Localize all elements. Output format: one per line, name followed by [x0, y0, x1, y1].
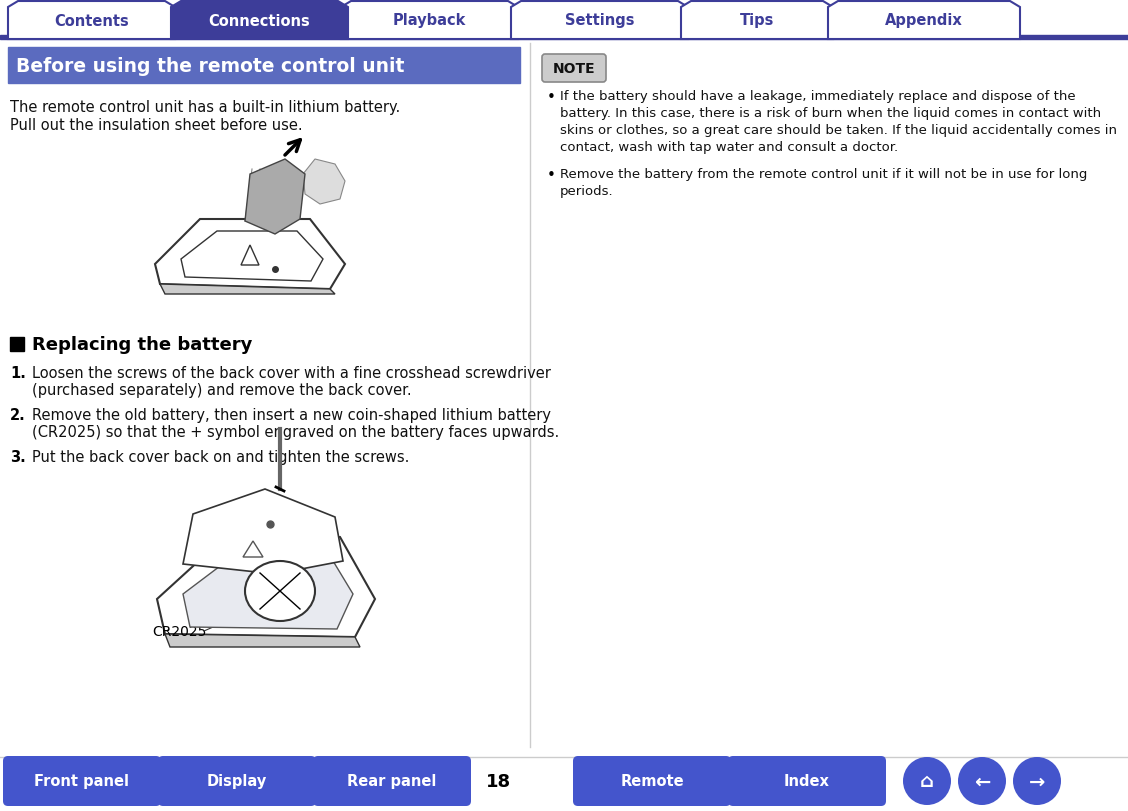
Text: Settings: Settings — [565, 14, 634, 28]
Bar — [0, 36, 1128, 40]
FancyBboxPatch shape — [541, 55, 606, 83]
Polygon shape — [155, 220, 345, 290]
Polygon shape — [183, 551, 353, 629]
Text: →: → — [1029, 771, 1046, 791]
Text: Rear panel: Rear panel — [347, 774, 437, 788]
Text: Playback: Playback — [393, 14, 466, 28]
Text: 3.: 3. — [10, 449, 26, 465]
Ellipse shape — [245, 561, 315, 621]
Text: ⌂: ⌂ — [920, 771, 934, 791]
Text: Remove the old battery, then insert a new coin-shaped lithium battery
(CR2025) s: Remove the old battery, then insert a ne… — [32, 407, 559, 440]
Polygon shape — [303, 160, 345, 204]
Circle shape — [958, 757, 1006, 805]
Text: Contents: Contents — [54, 14, 129, 28]
Polygon shape — [157, 538, 374, 637]
Text: •: • — [547, 90, 556, 105]
FancyBboxPatch shape — [158, 756, 316, 806]
Text: Front panel: Front panel — [35, 774, 130, 788]
Bar — [10, 337, 24, 351]
Text: 1.: 1. — [10, 366, 26, 380]
Text: •: • — [547, 168, 556, 182]
Text: 18: 18 — [485, 772, 511, 790]
Polygon shape — [828, 2, 1020, 40]
FancyBboxPatch shape — [312, 756, 472, 806]
Text: Connections: Connections — [209, 14, 310, 28]
Text: Appendix: Appendix — [885, 14, 963, 28]
Text: Tips: Tips — [740, 14, 774, 28]
Bar — [8, 48, 520, 84]
Polygon shape — [245, 160, 305, 234]
Text: ←: ← — [973, 771, 990, 791]
Text: Put the back cover back on and tighten the screws.: Put the back cover back on and tighten t… — [32, 449, 409, 465]
Polygon shape — [183, 489, 343, 574]
FancyBboxPatch shape — [3, 756, 161, 806]
Text: If the battery should have a leakage, immediately replace and dispose of the
bat: If the battery should have a leakage, im… — [559, 90, 1117, 154]
Polygon shape — [160, 285, 335, 294]
Polygon shape — [8, 2, 175, 40]
Polygon shape — [171, 2, 349, 40]
Text: Pull out the insulation sheet before use.: Pull out the insulation sheet before use… — [10, 118, 302, 133]
Text: Before using the remote control unit: Before using the remote control unit — [16, 57, 404, 75]
Text: The remote control unit has a built-in lithium battery.: The remote control unit has a built-in l… — [10, 100, 400, 115]
Text: Remove the battery from the remote control unit if it will not be in use for lon: Remove the battery from the remote contr… — [559, 168, 1087, 198]
Text: Remote: Remote — [620, 774, 684, 788]
Polygon shape — [511, 2, 688, 40]
Text: CR2025: CR2025 — [152, 624, 206, 638]
Text: 2.: 2. — [10, 407, 26, 423]
FancyBboxPatch shape — [728, 756, 885, 806]
Polygon shape — [341, 2, 518, 40]
FancyBboxPatch shape — [573, 756, 731, 806]
Polygon shape — [180, 232, 323, 281]
Polygon shape — [165, 634, 360, 647]
Text: NOTE: NOTE — [553, 62, 596, 76]
Text: Index: Index — [784, 774, 830, 788]
Circle shape — [1013, 757, 1061, 805]
Text: Display: Display — [206, 774, 267, 788]
Text: Loosen the screws of the back cover with a fine crosshead screwdriver
(purchased: Loosen the screws of the back cover with… — [32, 366, 550, 398]
Circle shape — [904, 757, 951, 805]
Polygon shape — [681, 2, 832, 40]
Text: Replacing the battery: Replacing the battery — [32, 336, 253, 354]
